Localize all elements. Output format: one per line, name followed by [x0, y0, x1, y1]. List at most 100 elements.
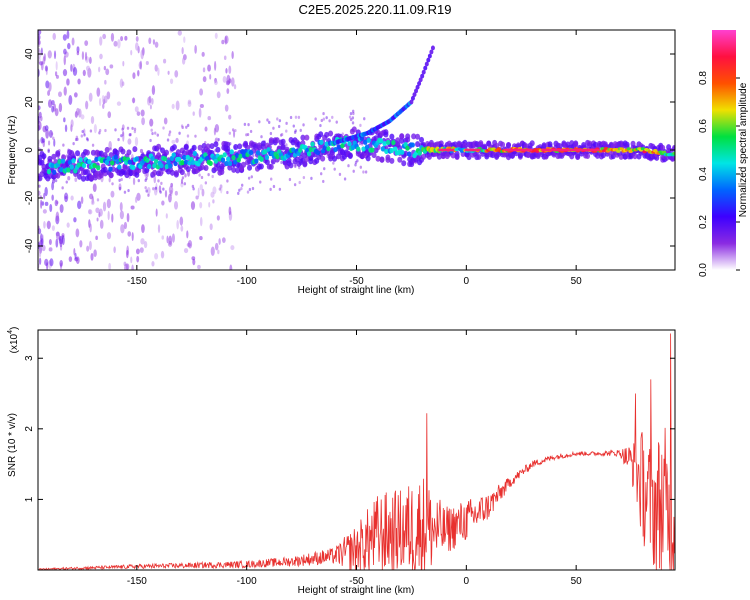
branch-cell: [429, 49, 434, 55]
trace-core-cell: [350, 144, 356, 150]
noise-speckle: [173, 201, 179, 210]
noise-speckle: [209, 223, 213, 231]
noise-speckle: [229, 264, 233, 270]
noise-speckle: [103, 65, 107, 71]
noise-speckle: [208, 201, 211, 208]
trace-core-cell: [326, 146, 331, 152]
noise-speckle: [76, 51, 80, 56]
noise-speckle: [99, 53, 103, 60]
noise-speckle: [186, 134, 190, 138]
trace-core-cell: [173, 160, 178, 167]
snr-y-scale-exp: 4: [7, 330, 14, 334]
noise-speckle: [144, 186, 147, 190]
noise-speckle: [61, 186, 64, 190]
trace-halo-cell: [318, 131, 324, 138]
trace-halo-cell: [426, 153, 432, 160]
trace-halo-cell: [454, 153, 460, 160]
trace-halo-cell: [482, 143, 488, 150]
noise-speckle: [74, 177, 78, 183]
noise-speckle: [90, 252, 94, 261]
noise-speckle: [272, 184, 276, 189]
noise-speckle: [88, 240, 92, 251]
noise-speckle: [71, 37, 75, 46]
trace-core-cell: [254, 158, 259, 164]
noise-speckle: [70, 195, 74, 201]
noise-speckle: [201, 188, 205, 197]
noise-speckle: [119, 210, 124, 220]
noise-speckle: [59, 238, 63, 248]
noise-speckle: [298, 166, 301, 170]
trace-halo-cell: [385, 156, 391, 163]
noise-speckle: [174, 190, 178, 196]
trace-core-cell: [87, 159, 92, 165]
trace-core-cell: [661, 150, 667, 154]
snr-x-label: Height of straight line (km): [298, 585, 415, 596]
trace-core-cell: [115, 158, 120, 165]
trace-core-cell: [319, 139, 324, 145]
noise-speckle: [131, 231, 134, 242]
trace-halo-cell: [450, 152, 456, 159]
snr-x-tick-label: 50: [571, 576, 583, 587]
noise-speckle: [89, 129, 93, 133]
noise-speckle: [111, 213, 114, 223]
noise-speckle: [113, 246, 116, 254]
noise-speckle: [272, 126, 275, 130]
noise-speckle: [62, 69, 68, 77]
noise-speckle: [310, 176, 313, 180]
trace-halo-cell: [304, 134, 310, 141]
trace-halo-cell: [173, 170, 179, 177]
colorbar-tick-label: 0.4: [698, 167, 709, 181]
trace-halo-cell: [529, 140, 535, 147]
noise-speckle: [43, 220, 46, 229]
noise-speckle: [152, 187, 155, 191]
noise-speckle: [240, 187, 243, 191]
trace-halo-cell: [134, 171, 140, 178]
noise-speckle: [134, 106, 139, 113]
noise-speckle: [51, 225, 55, 232]
noise-speckle: [133, 127, 137, 131]
trace-core-cell: [66, 167, 71, 173]
noise-speckle: [197, 264, 201, 270]
trace-core-cell: [672, 151, 675, 155]
noise-speckle: [213, 127, 217, 136]
noise-speckle: [247, 123, 250, 127]
noise-speckle: [191, 184, 195, 188]
noise-speckle: [285, 129, 288, 133]
trace-halo-cell: [235, 167, 241, 174]
noise-speckle: [226, 88, 230, 94]
trace-halo-cell: [401, 160, 407, 167]
noise-speckle: [43, 192, 46, 200]
noise-speckle: [127, 231, 132, 237]
noise-speckle: [109, 64, 114, 69]
trace-core-cell: [145, 157, 150, 163]
noise-speckle: [224, 104, 229, 112]
trace-halo-cell: [379, 156, 385, 163]
noise-speckle: [176, 219, 179, 230]
trace-core-cell: [336, 144, 342, 150]
noise-speckle: [335, 120, 338, 124]
noise-speckle: [64, 124, 68, 133]
noise-speckle: [233, 129, 236, 138]
noise-speckle: [78, 108, 82, 118]
trace-core-cell: [399, 149, 405, 155]
noise-speckle: [252, 153, 255, 158]
noise-speckle: [320, 118, 323, 123]
noise-speckle: [269, 131, 273, 136]
noise-speckle: [102, 201, 107, 212]
noise-speckle: [54, 71, 58, 77]
noise-speckle: [226, 179, 229, 183]
trace-halo-cell: [203, 164, 209, 171]
noise-speckle: [92, 183, 97, 192]
trace-core-cell: [159, 163, 164, 169]
noise-speckle: [228, 114, 232, 120]
noise-speckle: [131, 97, 136, 104]
noise-speckle: [140, 49, 144, 60]
noise-speckle: [192, 187, 195, 191]
trace-halo-cell: [171, 144, 177, 151]
trace-halo-cell: [80, 175, 86, 182]
noise-speckle: [38, 47, 41, 53]
noise-speckle: [294, 129, 297, 133]
noise-speckle: [96, 198, 100, 202]
trace-halo-cell: [163, 149, 169, 156]
noise-speckle: [119, 202, 123, 212]
